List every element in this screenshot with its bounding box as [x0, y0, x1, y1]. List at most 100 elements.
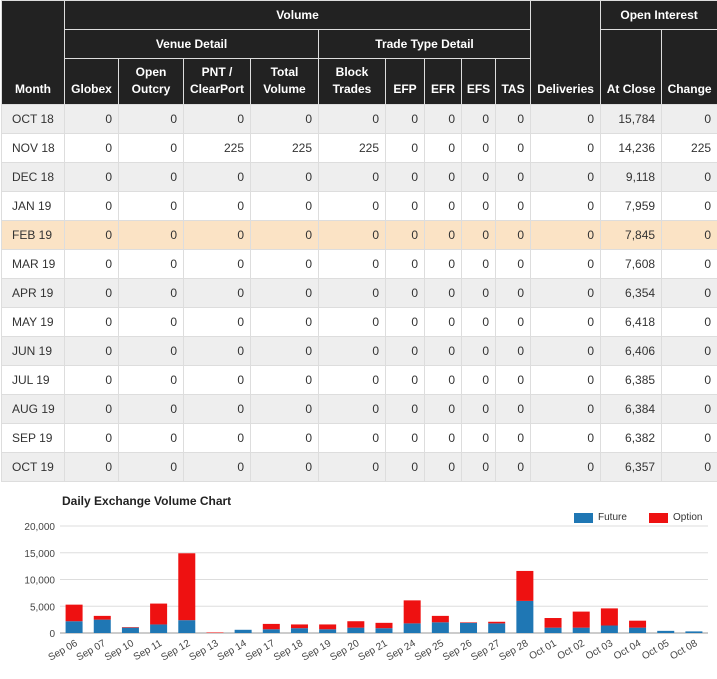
cell-globex: 0	[64, 220, 119, 250]
table-row: OCT 19 0 0 0 0 0 0 0 0 0 0 6,357 0	[1, 452, 717, 482]
legend-label-option: Option	[673, 512, 703, 523]
cell-efp: 0	[385, 365, 425, 395]
cell-month: JUL 19	[1, 365, 65, 395]
cell-tas: 0	[494, 104, 532, 134]
cell-efs: 0	[461, 249, 496, 279]
cell-open-outcry: 0	[118, 191, 184, 221]
bar-future	[375, 628, 393, 633]
cell-efr: 0	[424, 365, 462, 395]
cell-efr: 0	[424, 220, 462, 250]
cell-efs: 0	[461, 423, 496, 453]
cell-efp: 0	[385, 162, 425, 192]
cell-month: MAR 19	[1, 249, 65, 279]
bar-future	[600, 625, 618, 633]
cell-efp: 0	[385, 191, 425, 221]
cell-tas: 0	[494, 191, 532, 221]
cell-total: 0	[250, 191, 319, 221]
bar-option	[572, 611, 590, 628]
x-tick-label: Sep 06	[47, 638, 80, 664]
cell-at-close: 6,357	[600, 452, 663, 482]
cell-open-outcry: 0	[118, 133, 184, 163]
col-total-volume-header: Total Volume	[250, 58, 319, 105]
bar-option	[431, 615, 449, 623]
cell-globex: 0	[64, 191, 119, 221]
x-tick-label: Sep 07	[75, 638, 108, 664]
bar-option	[178, 553, 196, 621]
open-interest-group-header: Open Interest	[600, 0, 717, 30]
cell-total: 0	[250, 307, 319, 337]
trade-type-detail-header: Trade Type Detail	[317, 29, 532, 59]
cell-total: 0	[250, 220, 319, 250]
cell-efs: 0	[461, 278, 496, 308]
cell-pnt: 225	[183, 133, 251, 163]
volume-group-header: Volume	[63, 0, 532, 30]
cell-block: 0	[318, 336, 386, 366]
cell-at-close: 14,236	[600, 133, 663, 163]
cell-efs: 0	[461, 191, 496, 221]
bar-option	[206, 632, 224, 633]
bar-future	[488, 623, 506, 633]
table-row: MAY 19 0 0 0 0 0 0 0 0 0 0 6,418 0	[1, 307, 717, 337]
x-tick-label: Sep 26	[441, 638, 474, 664]
cell-deliveries: 0	[530, 336, 602, 366]
x-tick-label: Oct 08	[668, 638, 699, 662]
cell-efr: 0	[424, 162, 462, 192]
bar-option	[516, 570, 534, 601]
col-efs-header: EFS	[461, 58, 496, 105]
x-tick-label: Sep 12	[159, 638, 192, 664]
cell-pnt: 0	[183, 394, 251, 424]
legend-item-option[interactable]: Option	[649, 512, 702, 523]
cell-pnt: 0	[183, 162, 251, 192]
cell-open-outcry: 0	[118, 452, 184, 482]
bar-future	[290, 628, 308, 633]
cell-change: 0	[661, 278, 717, 308]
cell-efr: 0	[424, 336, 462, 366]
cell-pnt: 0	[183, 307, 251, 337]
bar-option	[629, 620, 647, 628]
x-tick-label: Sep 10	[103, 638, 136, 664]
cell-total: 0	[250, 423, 319, 453]
cell-efs: 0	[461, 220, 496, 250]
bar-future	[403, 623, 421, 633]
cell-efs: 0	[461, 133, 496, 163]
cell-deliveries: 0	[530, 191, 602, 221]
bar-future	[347, 627, 365, 633]
x-tick-label: Oct 02	[556, 638, 587, 662]
cell-deliveries: 0	[530, 220, 602, 250]
legend-swatch-option	[649, 512, 668, 523]
col-deliveries-header: Deliveries	[530, 0, 602, 105]
bar-future	[431, 622, 449, 633]
cell-month: OCT 18	[1, 104, 65, 134]
cell-block: 225	[318, 133, 386, 163]
cell-total: 0	[250, 365, 319, 395]
x-tick-label: Oct 03	[584, 638, 615, 662]
x-tick-label: Oct 05	[640, 638, 671, 662]
cell-deliveries: 0	[530, 278, 602, 308]
cell-total: 0	[250, 278, 319, 308]
cell-globex: 0	[64, 336, 119, 366]
legend-item-future[interactable]: Future	[574, 512, 627, 523]
cell-pnt: 0	[183, 220, 251, 250]
cell-efr: 0	[424, 452, 462, 482]
bar-option	[150, 603, 168, 625]
bar-future	[544, 627, 562, 633]
cell-tas: 0	[494, 336, 532, 366]
cell-efs: 0	[461, 104, 496, 134]
cell-globex: 0	[64, 104, 119, 134]
cell-tas: 0	[494, 249, 532, 279]
y-tick-label: 10,000	[24, 576, 55, 587]
cell-efp: 0	[385, 336, 425, 366]
bar-option	[65, 604, 83, 622]
cell-block: 0	[318, 423, 386, 453]
cell-tas: 0	[494, 307, 532, 337]
bar-future	[657, 630, 675, 633]
cell-tas: 0	[494, 394, 532, 424]
cell-deliveries: 0	[530, 133, 602, 163]
cell-change: 0	[661, 191, 717, 221]
table-row: APR 19 0 0 0 0 0 0 0 0 0 0 6,354 0	[1, 278, 717, 308]
legend-swatch-future	[574, 512, 593, 523]
cell-tas: 0	[494, 365, 532, 395]
cell-tas: 0	[494, 220, 532, 250]
cell-globex: 0	[64, 278, 119, 308]
cell-change: 0	[661, 365, 717, 395]
